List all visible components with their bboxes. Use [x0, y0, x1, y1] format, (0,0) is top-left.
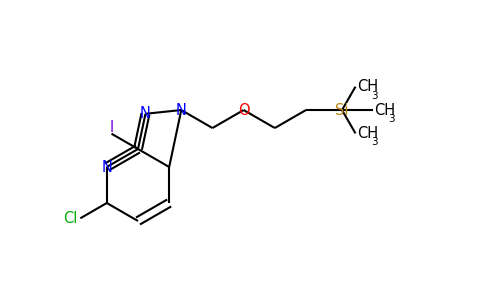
Text: N: N — [101, 160, 112, 175]
Text: N: N — [140, 106, 151, 121]
Text: Si: Si — [335, 103, 349, 118]
Text: CH: CH — [375, 103, 396, 118]
Text: 3: 3 — [389, 114, 395, 124]
Text: CH: CH — [358, 126, 378, 141]
Text: Cl: Cl — [63, 211, 77, 226]
Text: CH: CH — [358, 79, 378, 94]
Text: N: N — [176, 103, 187, 118]
Text: 3: 3 — [372, 137, 378, 147]
Text: I: I — [109, 120, 114, 135]
Text: O: O — [238, 103, 249, 118]
Text: 3: 3 — [372, 91, 378, 100]
